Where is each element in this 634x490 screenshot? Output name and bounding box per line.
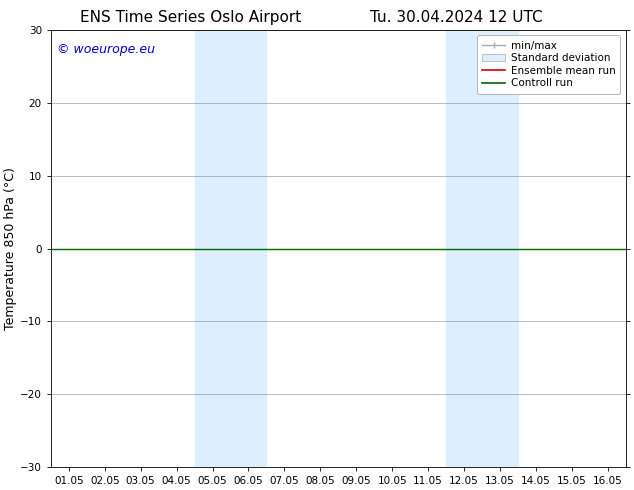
Bar (446, 30, 518, 467)
Bar (195, 30, 266, 467)
Text: © woeurope.eu: © woeurope.eu (56, 43, 155, 56)
Text: ENS Time Series Oslo Airport: ENS Time Series Oslo Airport (80, 10, 301, 25)
Text: Tu. 30.04.2024 12 UTC: Tu. 30.04.2024 12 UTC (370, 10, 543, 25)
Legend: min/max, Standard deviation, Ensemble mean run, Controll run: min/max, Standard deviation, Ensemble me… (477, 35, 621, 94)
Y-axis label: Temperature 850 hPa (°C): Temperature 850 hPa (°C) (4, 167, 17, 330)
